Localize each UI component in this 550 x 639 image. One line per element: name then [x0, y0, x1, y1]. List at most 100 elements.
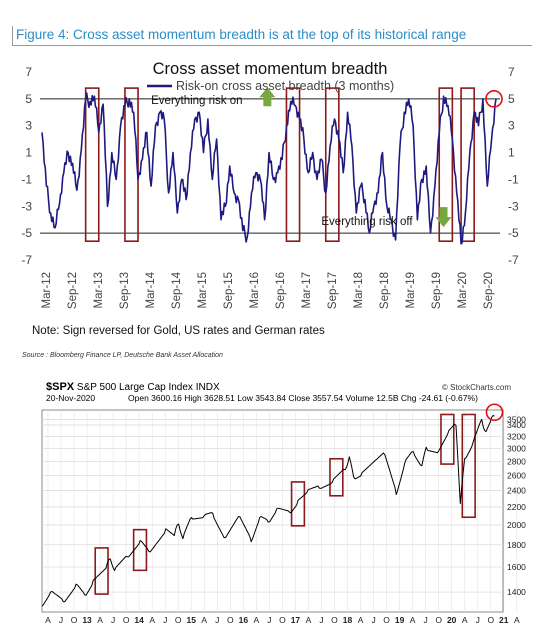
- momentum-breadth-chart: 7 7 5 5 3 3 1 1 -1 -1 -3 -3 -5 -5 -7 -7 Mar-12 Sep-12 Mar-…: [21, 60, 519, 309]
- x-tick-label: Sep-15: [223, 272, 235, 309]
- x-tick-label: J: [319, 615, 323, 625]
- x-tick-label: J: [215, 615, 219, 625]
- x-tick-label: A: [45, 615, 51, 625]
- x-tick-label: A: [462, 615, 468, 625]
- source-line: Source : Bloomberg Finance LP, Deutsche …: [22, 352, 223, 359]
- annotation-label: Everything risk off: [321, 216, 413, 228]
- annotation-label: Everything risk on: [151, 95, 242, 107]
- spx-date: 20-Nov-2020: [46, 393, 96, 403]
- x-tick-label: O: [175, 615, 182, 625]
- x-tick-label: 13: [82, 615, 92, 625]
- y-tick-label-left: -7: [21, 253, 32, 267]
- y-tick-label-left: 1: [25, 146, 32, 160]
- x-tick-label: Mar-12: [41, 272, 53, 308]
- y-tick-label-left: 3: [25, 119, 32, 133]
- y-tick-label: 1600: [507, 562, 526, 572]
- y-tick-label: 3000: [507, 444, 526, 454]
- x-tick-label: Sep-17: [327, 272, 339, 309]
- y-tick-label-right: -1: [508, 172, 519, 186]
- highlight-box: [94, 547, 109, 595]
- x-tick-label: Mar-16: [249, 272, 261, 308]
- highlight-box: [84, 87, 100, 242]
- title-rule-horizontal: [12, 45, 532, 46]
- spx-chart: 1400 1600 1800 2000 2200 2400 2600 2800 3000 3200…: [41, 403, 526, 625]
- stat-volume: 12.5B: [376, 393, 399, 403]
- x-tick-label: A: [201, 615, 207, 625]
- legend-label: Risk-on cross asset breadth (3 months): [176, 79, 394, 93]
- spx-stats: Open 3600.16 High 3628.51 Low 3543.84 Cl…: [128, 393, 478, 403]
- y-tick-label-right: 1: [508, 146, 515, 160]
- y-tick-label: 2800: [507, 457, 526, 467]
- x-tick-label: O: [331, 615, 338, 625]
- spx-price-line: [41, 415, 495, 607]
- x-tick-label: O: [71, 615, 78, 625]
- x-tick-label: A: [358, 615, 364, 625]
- x-tick-label: Sep-18: [379, 272, 391, 309]
- y-tick-label-left: -5: [21, 226, 32, 240]
- arrow-up-icon: [259, 87, 276, 107]
- x-tick-label: 18: [343, 615, 353, 625]
- x-tick-label: J: [424, 615, 428, 625]
- stat-close: 3557.54: [312, 393, 344, 403]
- x-tick-label: Mar-13: [93, 272, 105, 308]
- y-tick-label-right: -3: [508, 199, 519, 213]
- x-tick-label: Mar-14: [145, 271, 157, 308]
- y-tick-label: 3200: [507, 431, 526, 441]
- x-tick-label: O: [487, 615, 494, 625]
- stat-low: 3543.84: [255, 393, 286, 403]
- x-tick-label: A: [410, 615, 416, 625]
- x-tick-label: J: [267, 615, 271, 625]
- y-tick-label-left: -3: [21, 199, 32, 213]
- y-tick-label-left: 7: [25, 65, 32, 79]
- x-tick-label: 14: [134, 615, 144, 625]
- y-tick-label: 2600: [507, 470, 526, 480]
- highlight-box: [440, 413, 455, 465]
- x-tick-label: A: [514, 615, 520, 625]
- y-tick-label-left: -1: [21, 172, 32, 186]
- y-tick-label: 3400: [507, 420, 526, 430]
- spx-ticker: $SPX: [46, 381, 75, 393]
- title-rule-vertical: [12, 26, 13, 46]
- x-tick-label: Mar-20: [457, 272, 469, 308]
- x-tick-label: Sep-16: [275, 272, 287, 309]
- x-tick-label: 21: [499, 615, 509, 625]
- y-tick-label: 3500: [507, 414, 526, 424]
- x-tick-label: 20: [447, 615, 457, 625]
- spx-index: INDX: [195, 382, 220, 393]
- x-tick-label: J: [59, 615, 63, 625]
- latest-value-marker: [485, 403, 504, 422]
- stockcharts-watermark: © StockCharts.com: [442, 383, 512, 392]
- x-tick-label: A: [306, 615, 312, 625]
- x-tick-label: Mar-17: [301, 272, 313, 308]
- highlight-box: [324, 87, 340, 242]
- x-tick-label: A: [97, 615, 103, 625]
- x-tick-label: O: [383, 615, 390, 625]
- spx-title: S&P 500 Large Cap Index: [76, 382, 193, 393]
- x-tick-label: Mar-18: [353, 272, 365, 308]
- x-tick-label: J: [476, 615, 480, 625]
- highlight-box: [290, 481, 306, 527]
- x-tick-label: Sep-14: [171, 271, 183, 309]
- x-tick-label: O: [123, 615, 130, 625]
- x-tick-label: 17: [291, 615, 301, 625]
- y-tick-label: 2400: [507, 486, 526, 496]
- x-tick-label: O: [435, 615, 442, 625]
- chart-note: Note: Sign reversed for Gold, US rates a…: [32, 325, 325, 337]
- x-tick-label: J: [163, 615, 167, 625]
- highlight-box: [461, 413, 476, 519]
- stat-change: -24.61 (-0.67%): [418, 393, 478, 403]
- y-tick-label-right: 5: [508, 92, 515, 106]
- x-tick-label: Sep-20: [483, 272, 495, 309]
- x-tick-label: 19: [395, 615, 405, 625]
- y-tick-label-right: 3: [508, 119, 515, 133]
- breadth-series-line: [41, 92, 497, 245]
- y-tick-label: 1400: [507, 587, 526, 597]
- x-tick-label: 16: [239, 615, 249, 625]
- y-tick-label-right: -7: [508, 253, 519, 267]
- arrow-down-icon: [435, 207, 452, 228]
- spx-header: $SPX S&P 500 Large Cap Index INDX: [46, 381, 220, 393]
- x-tick-label: Sep-12: [67, 272, 79, 309]
- x-tick-label: A: [254, 615, 260, 625]
- x-tick-label: Mar-15: [197, 272, 209, 308]
- stat-open: 3600.16: [151, 393, 182, 403]
